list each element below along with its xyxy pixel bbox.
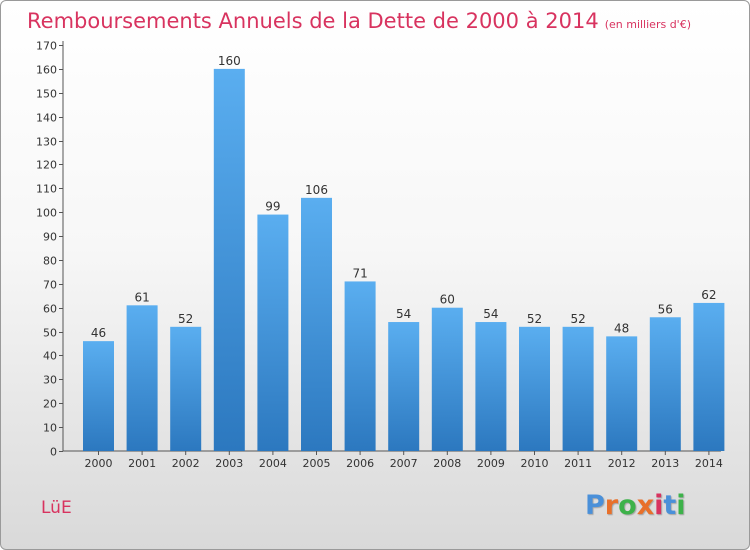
data-label: 62	[701, 288, 716, 302]
y-tick-label: 120	[36, 159, 57, 172]
data-label: 61	[134, 290, 149, 304]
proxiti-logo: Proxiti	[585, 490, 686, 521]
y-tick-label: 80	[43, 255, 57, 268]
data-label: 71	[352, 266, 367, 280]
bar	[519, 326, 550, 451]
data-label: 52	[527, 312, 542, 326]
y-tick-label: 30	[43, 374, 57, 387]
x-tick-label: 2002	[172, 457, 200, 470]
x-tick-label: 2008	[433, 457, 461, 470]
chart-title: Remboursements Annuels de la Dette de 20…	[27, 9, 691, 33]
y-tick-label: 110	[36, 183, 57, 196]
y-tick-label: 140	[36, 112, 57, 125]
logo-letter: i	[654, 490, 664, 521]
x-tick-label: 2011	[564, 457, 592, 470]
x-tick-label: 2013	[651, 457, 679, 470]
bar	[693, 302, 725, 451]
y-tick-label: 20	[43, 398, 57, 411]
bar	[170, 326, 202, 451]
data-label: 56	[658, 302, 673, 316]
x-tick-label: 2010	[521, 457, 549, 470]
y-tick-label: 170	[36, 40, 57, 53]
x-tick-label: 2003	[215, 457, 243, 470]
logo-letter: P	[585, 490, 605, 521]
bar	[213, 68, 245, 451]
x-tick-label: 2012	[608, 457, 636, 470]
logo-letter: x	[636, 490, 655, 521]
logo-letter: i	[676, 490, 686, 521]
bar	[388, 322, 420, 451]
x-tick-label: 2001	[128, 457, 156, 470]
data-label: 48	[614, 321, 629, 335]
title-text: Remboursements Annuels de la Dette de 20…	[27, 9, 599, 33]
y-tick-label: 60	[43, 303, 57, 316]
x-tick-label: 2004	[259, 457, 287, 470]
y-tick-label: 100	[36, 207, 57, 220]
y-tick-label: 160	[36, 64, 57, 77]
y-tick-label: 150	[36, 88, 57, 101]
y-tick-label: 50	[43, 327, 57, 340]
data-label: 160	[218, 54, 241, 68]
data-label: 106	[305, 183, 328, 197]
logo-letter: r	[604, 490, 619, 521]
bar	[257, 214, 289, 451]
data-label: 60	[440, 293, 455, 307]
x-tick-label: 2014	[695, 457, 723, 470]
x-tick-label: 2006	[346, 457, 374, 470]
data-label: 99	[265, 200, 280, 214]
x-tick-label: 2007	[390, 457, 418, 470]
y-tick-label: 70	[43, 279, 57, 292]
bar	[562, 326, 594, 451]
logo-letter: t	[663, 490, 677, 521]
bar	[649, 317, 681, 451]
y-tick-label: 0	[50, 446, 57, 459]
y-tick-label: 90	[43, 231, 57, 244]
data-label: 54	[483, 307, 498, 321]
title-unit: (en milliers d'€)	[604, 18, 691, 31]
data-label: 54	[396, 307, 411, 321]
x-tick-label: 2000	[85, 457, 113, 470]
bar	[475, 322, 507, 451]
bar	[431, 307, 463, 451]
y-tick-label: 130	[36, 136, 57, 149]
bar	[301, 197, 332, 451]
commune-name: LüE	[41, 498, 72, 518]
x-tick-label: 2009	[477, 457, 505, 470]
x-tick-label: 2005	[303, 457, 331, 470]
data-label: 52	[570, 312, 585, 326]
data-label: 46	[91, 326, 106, 340]
bar	[344, 281, 376, 451]
bar	[83, 341, 114, 451]
y-tick-label: 40	[43, 350, 57, 363]
logo-letter: o	[618, 490, 637, 521]
data-label: 52	[178, 312, 193, 326]
y-tick-label: 10	[43, 422, 57, 435]
bar	[126, 305, 158, 451]
bar	[606, 336, 638, 451]
